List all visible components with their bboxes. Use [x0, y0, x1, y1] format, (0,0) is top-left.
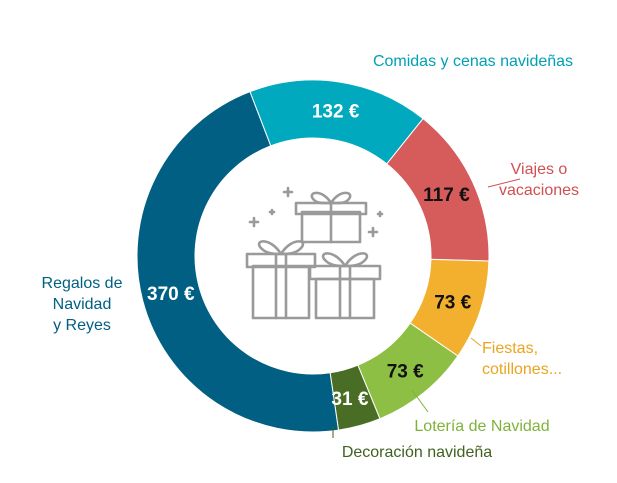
donut-slices: [136, 79, 490, 433]
category-label: Comidas y cenas navideñas: [373, 53, 573, 70]
value-label: 117 €: [423, 185, 470, 206]
leader-line: [411, 389, 429, 413]
value-label: 370 €: [147, 284, 195, 305]
category-label-line: cotillones...: [482, 361, 562, 378]
slice-regalos-de-navidad-y-reyes: [136, 91, 340, 433]
leader-line: [470, 337, 482, 347]
category-label-line: Viajes o: [511, 161, 568, 178]
category-label-line: Lotería de Navidad: [414, 418, 549, 435]
category-label-line: y Reyes: [53, 317, 111, 334]
category-label-line: Fiestas,: [482, 340, 538, 357]
value-label: 73 €: [434, 293, 471, 314]
category-label-line: Comidas y cenas navideñas: [373, 53, 573, 70]
slice-labels: 132 € Comidas y cenas navideñas 117 € Viaje…: [42, 53, 580, 461]
category-label-line: Decoración navideña: [342, 444, 492, 461]
category-label: Regalos de Navidad y Reyes: [42, 275, 123, 334]
value-label: 31 €: [331, 389, 368, 410]
category-label: Decoración navideña: [342, 444, 492, 461]
category-label: Lotería de Navidad: [414, 418, 549, 435]
value-label: 73 €: [387, 361, 424, 382]
gift-boxes-icon: [245, 186, 384, 320]
leader-lines: [332, 178, 521, 438]
category-label-line: Navidad: [53, 296, 112, 313]
value-label: 132 €: [312, 102, 360, 123]
leader-line: [487, 178, 521, 188]
category-label-line: vacaciones: [499, 182, 579, 199]
category-label: Fiestas, cotillones...: [482, 340, 562, 378]
category-label-line: Regalos de: [42, 275, 123, 292]
category-label: Viajes o vacaciones: [499, 161, 579, 199]
